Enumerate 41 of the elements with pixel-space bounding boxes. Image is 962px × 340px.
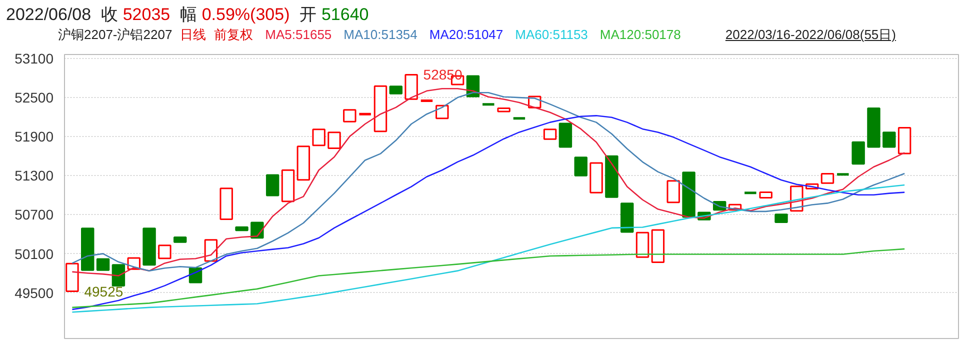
chart-title: 2022/06/08 <box>6 5 92 24</box>
candlestick <box>266 174 280 196</box>
text: 日线 <box>180 27 206 42</box>
candlestick <box>96 258 110 271</box>
candlestick <box>343 109 356 122</box>
annotation: 49525 <box>84 283 124 300</box>
y-tick-label: 50100 <box>14 246 54 262</box>
text: 开 51640 <box>300 5 369 24</box>
text: MA20:51047 <box>429 27 504 42</box>
candlestick <box>882 132 896 148</box>
candlestick <box>820 172 834 184</box>
candlestick <box>188 267 202 284</box>
y-tick-label: 53100 <box>14 50 54 66</box>
candlestick <box>436 104 449 120</box>
y-tick-label: 52500 <box>14 89 54 106</box>
y-tick-label: 50700 <box>14 206 54 223</box>
line-series <box>72 115 906 310</box>
text: 前复权 <box>214 27 254 42</box>
y-tick-label: 49500 <box>14 284 54 301</box>
line-series <box>72 184 906 313</box>
y-tick-label: 51900 <box>14 128 54 145</box>
candlestick <box>158 244 172 260</box>
text: 幅 0.59%(305) <box>180 5 290 24</box>
text: 收 52035 <box>101 5 170 24</box>
candlestick <box>543 128 557 140</box>
text: MA60:51153 <box>515 27 588 42</box>
line-series <box>72 248 906 308</box>
candlestick <box>852 141 865 165</box>
candlestick <box>558 122 572 148</box>
text: MA120:50178 <box>600 27 681 42</box>
y-tick-label: 51300 <box>14 168 54 184</box>
text: MA10:51354 <box>344 27 418 42</box>
annotation: 52850 <box>423 66 462 83</box>
candlestick <box>328 132 341 150</box>
candlestick <box>312 128 326 146</box>
candlestick <box>666 180 680 204</box>
chart-subtitle: 沪铜2207-沪铝2207 <box>58 27 172 42</box>
candlestick <box>574 156 588 176</box>
text: MA5:51655 <box>265 27 332 42</box>
text: 2022/03/16-2022/06/08(55日) <box>725 27 896 42</box>
candlestick <box>112 264 126 286</box>
